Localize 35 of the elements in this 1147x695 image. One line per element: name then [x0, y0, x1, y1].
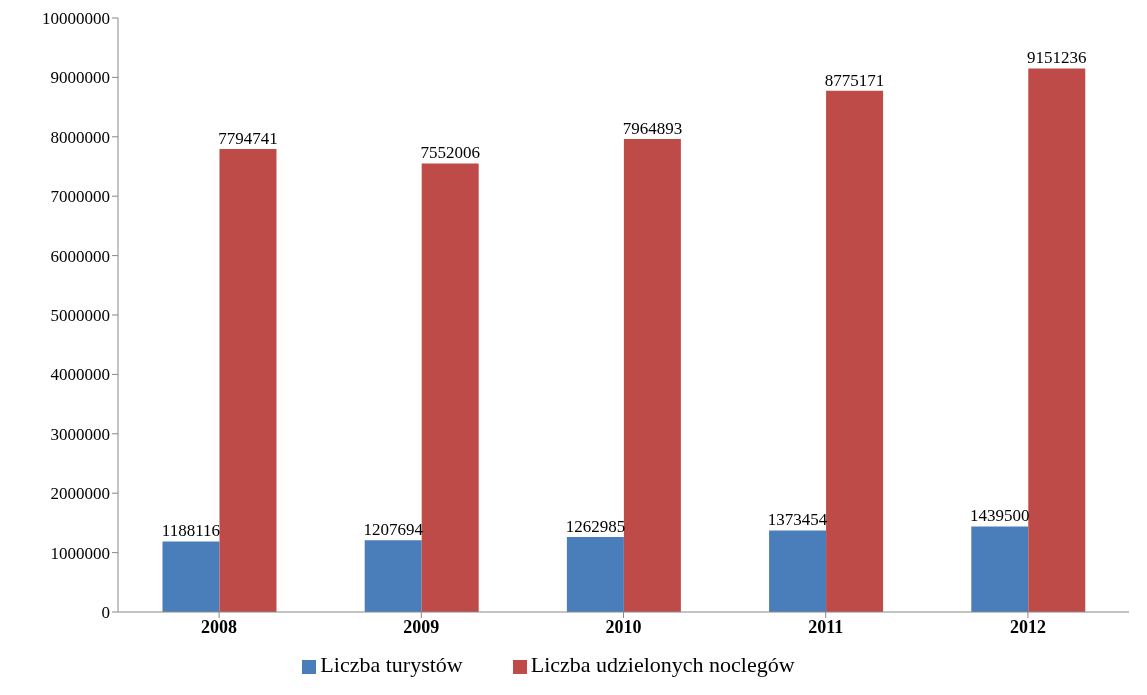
bar [421, 163, 479, 612]
bar [623, 138, 681, 612]
bar [566, 536, 624, 612]
y-tick-label: 6000000 [50, 246, 110, 266]
bar [971, 526, 1029, 612]
y-tick-label: 5000000 [50, 306, 110, 326]
y-tick-label: 0 [101, 603, 110, 623]
data-label: 1439500 [970, 506, 1030, 526]
bar [769, 530, 827, 612]
x-tick-label: 2009 [403, 616, 440, 637]
y-tick-label: 3000000 [50, 424, 110, 444]
x-tick-label: 2008 [201, 616, 238, 637]
x-tick-label: 2012 [1009, 616, 1046, 637]
y-tick-label: 2000000 [50, 484, 110, 504]
legend-label: Liczba turystów [320, 652, 463, 677]
data-label: 1188116 [161, 521, 221, 541]
data-label: 8775171 [824, 70, 885, 90]
y-tick-label: 4000000 [50, 365, 110, 385]
data-label: 7552006 [420, 143, 480, 163]
y-tick-label: 7000000 [50, 187, 110, 207]
y-tick-label: 8000000 [50, 127, 110, 147]
bar [826, 90, 884, 612]
x-tick-label: 2010 [605, 616, 642, 637]
y-tick-label: 9000000 [50, 68, 110, 88]
bar [219, 148, 277, 612]
data-label: 7964893 [622, 118, 683, 138]
bar [364, 540, 422, 612]
legend-label: Liczba udzielonych noclegów [530, 652, 795, 677]
bar [1028, 68, 1086, 612]
data-label: 7794741 [218, 128, 278, 148]
x-tick-label: 2011 [808, 616, 844, 637]
y-tick-label: 10000000 [42, 9, 110, 29]
bar [162, 541, 220, 612]
y-tick-label: 1000000 [50, 543, 110, 563]
data-label: 9151236 [1027, 48, 1087, 68]
